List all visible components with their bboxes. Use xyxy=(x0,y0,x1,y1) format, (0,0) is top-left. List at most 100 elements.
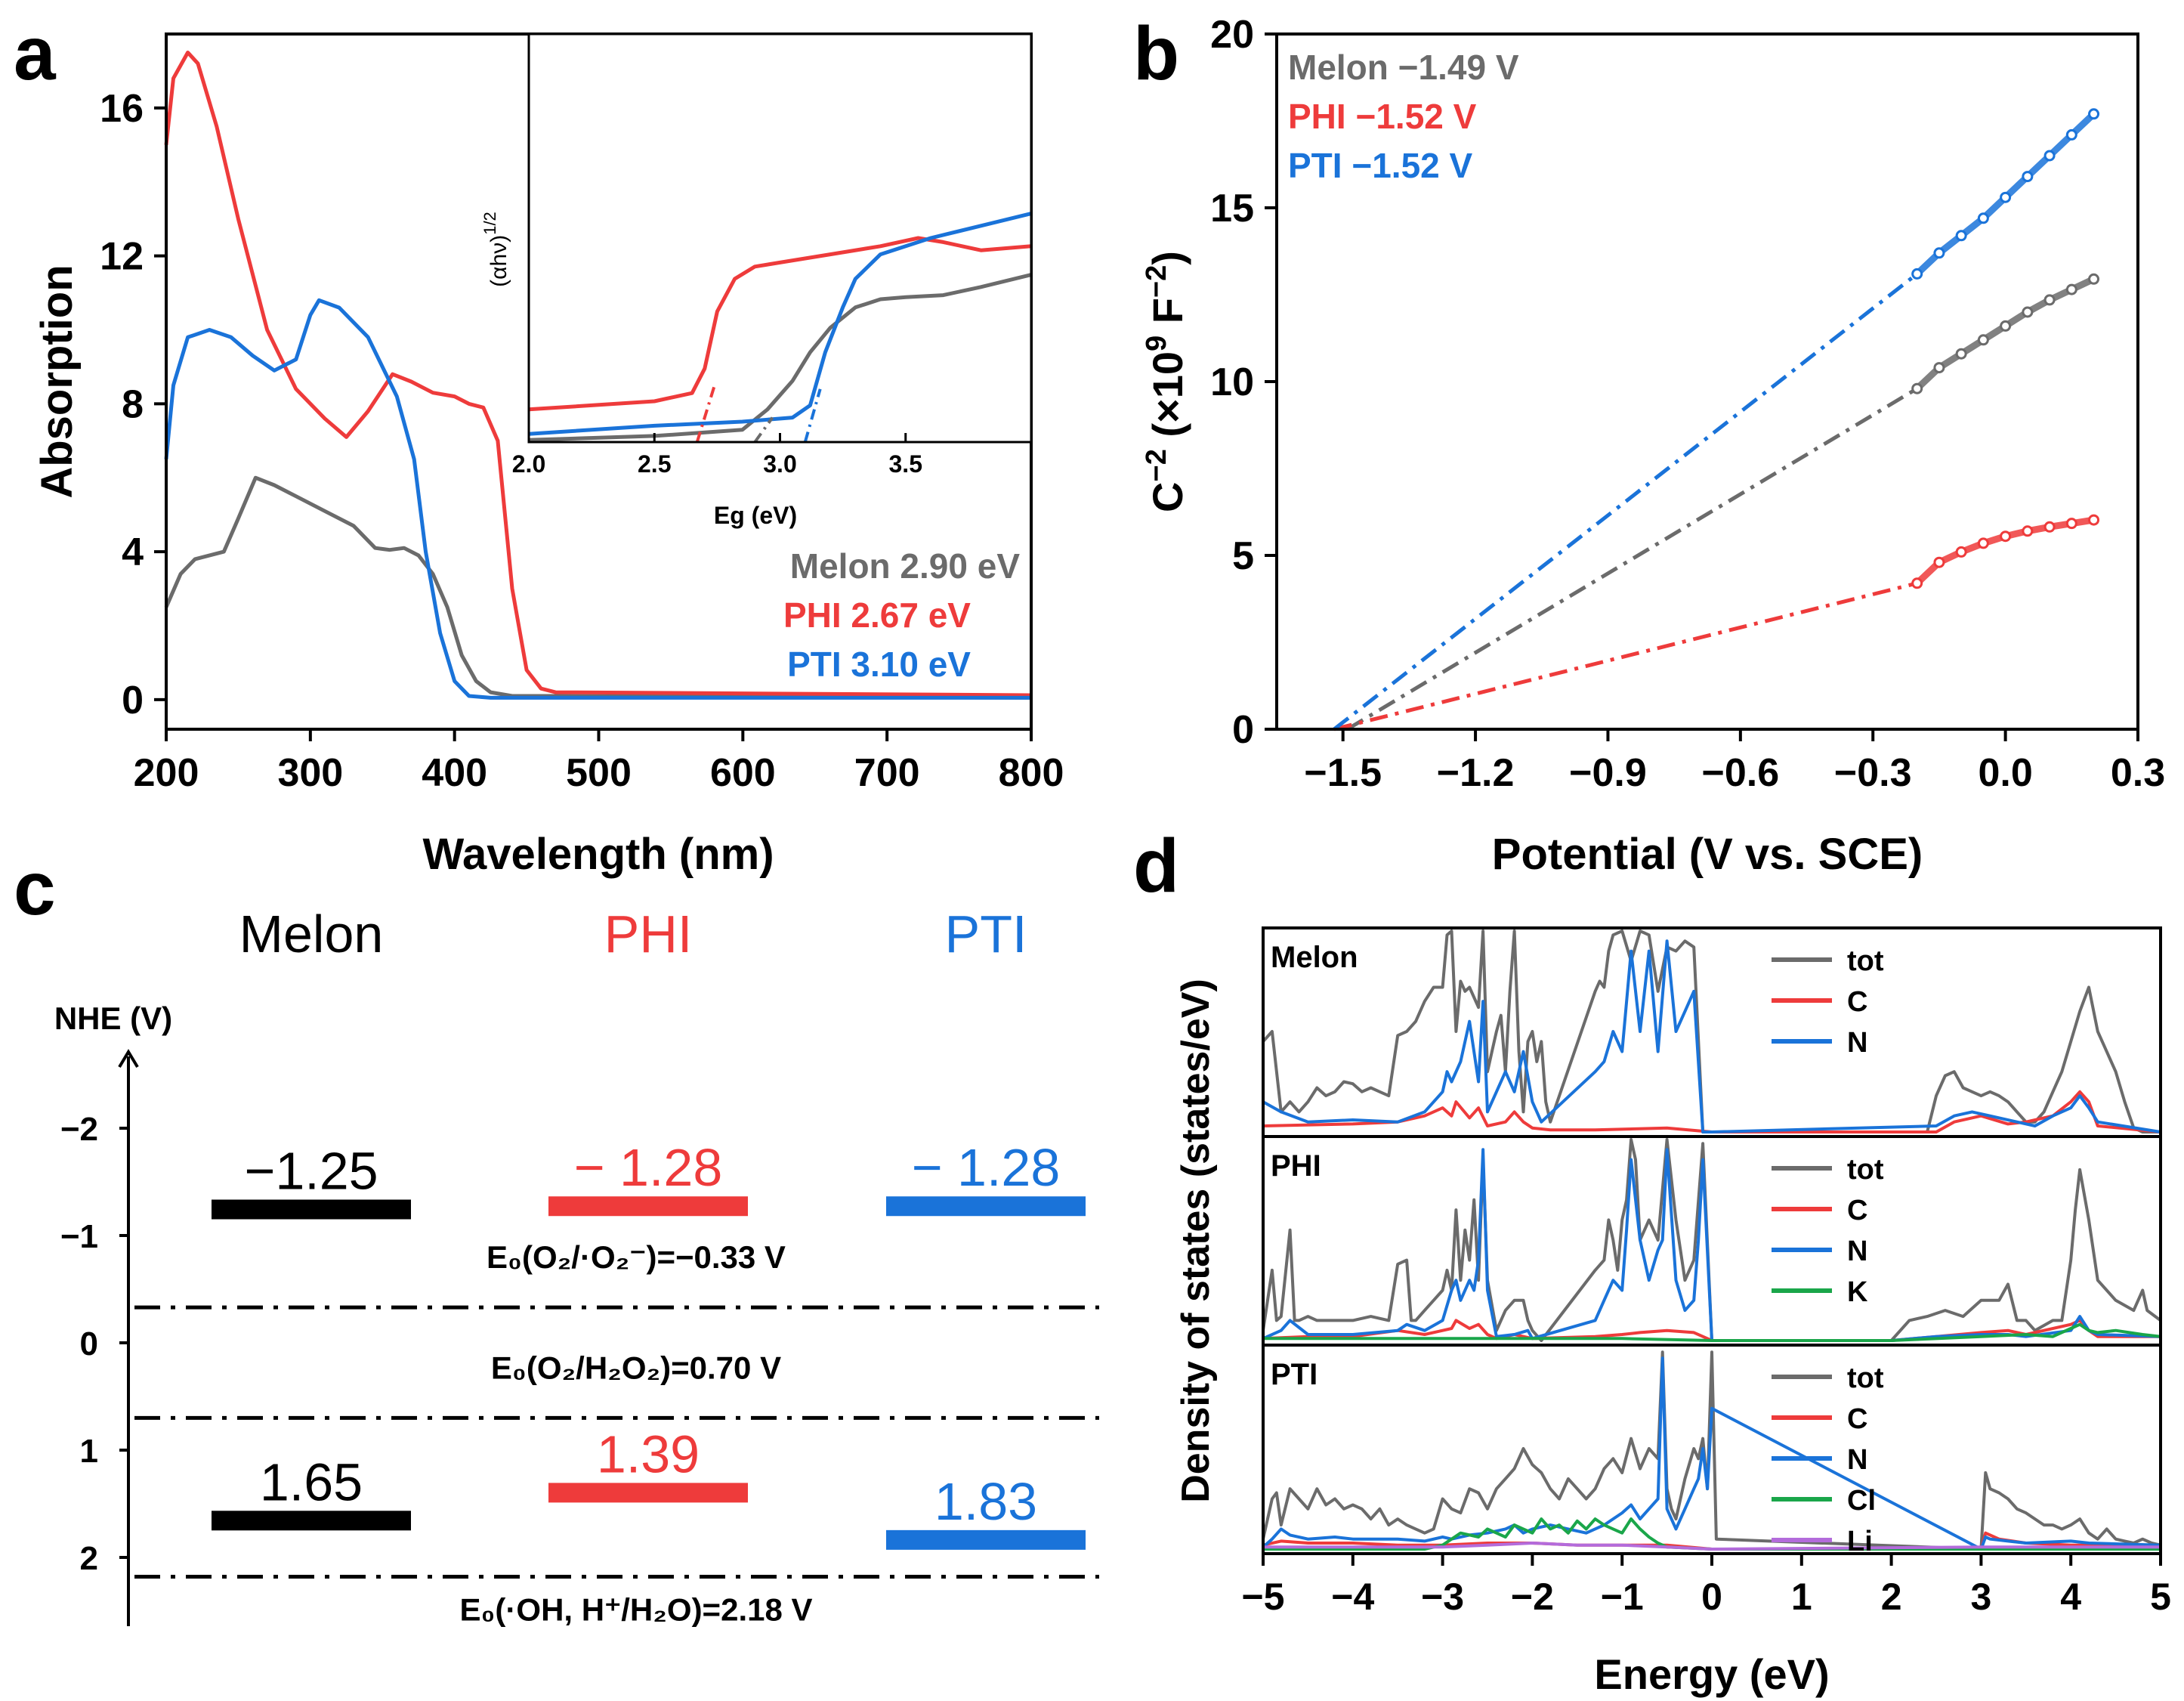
b-legend-phi: PHI −1.52 V xyxy=(1288,97,1477,136)
a-xtick-label: 300 xyxy=(277,751,343,795)
b-legend-pti: PTI −1.52 V xyxy=(1288,146,1473,185)
a-legend-pti: PTI 3.10 eV xyxy=(787,645,971,684)
c-level-label: E₀(·OH, H⁺/H₂O)=2.18 V xyxy=(459,1592,812,1628)
a-x-ticks: 200 300 400 500 600 700 800 xyxy=(134,729,1064,795)
a-inset-tangent-phi xyxy=(695,384,716,443)
d-legend-label: tot xyxy=(1847,1362,1884,1394)
b-point-phi xyxy=(1955,546,1967,558)
d-series-melon-c xyxy=(1262,1090,2161,1133)
panel-letter-a: a xyxy=(14,11,57,96)
b-point-pti xyxy=(1955,230,1967,242)
a-ytick-label: 8 xyxy=(122,382,144,426)
d-legend-label: tot xyxy=(1847,945,1884,977)
b-xtick-label: 0.3 xyxy=(2111,751,2165,795)
a-ytick-label: 16 xyxy=(100,87,144,131)
c-vb-label-melon: 1.65 xyxy=(260,1452,363,1511)
d-subplot-melon xyxy=(1262,929,2161,1133)
a-legend-phi: PHI 2.67 eV xyxy=(783,595,971,635)
d-series-phi-n xyxy=(1262,1148,2161,1342)
a-inset-plot-area xyxy=(528,34,1032,444)
a-y-axis-label: Absorption xyxy=(32,264,82,498)
b-xtick-label: −0.6 xyxy=(1702,751,1780,795)
b-series-phi xyxy=(1914,516,2097,587)
b-point-pti xyxy=(2000,191,2012,203)
panel-letter-d: d xyxy=(1133,824,1179,908)
panel-d-dos-chart: −5 −4 −3 −2 −1 0 1 2 3 4 5 Energy (eV) Density of … xyxy=(1174,926,2171,1698)
b-xtick-label: −0.9 xyxy=(1569,751,1647,795)
b-point-melon xyxy=(1911,382,1923,394)
c-vb-label-pti: 1.83 xyxy=(934,1472,1037,1531)
b-ytick-label: 15 xyxy=(1210,187,1254,230)
d-series-melon-n xyxy=(1262,939,2161,1133)
a-inset-xtick-label: 3.5 xyxy=(889,450,922,478)
b-point-melon xyxy=(2065,283,2077,295)
b-y-label-c: C xyxy=(1144,481,1191,512)
d-legend-label: N xyxy=(1847,1444,1867,1476)
b-point-melon xyxy=(2000,320,2012,332)
c-ytick-label: 1 xyxy=(80,1433,98,1470)
d-subplot-phi xyxy=(1262,1138,2162,1342)
d-xtick-label: 5 xyxy=(2150,1576,2171,1618)
c-cb-label-phi: − 1.28 xyxy=(574,1138,723,1197)
b-point-pti xyxy=(2065,128,2077,141)
a-x-axis-label: Wavelength (nm) xyxy=(422,830,774,879)
c-ytick-label: −2 xyxy=(60,1111,98,1148)
a-inset-y-label-main: (αhν) xyxy=(487,235,511,287)
c-level-label: E₀(O₂/H₂O₂)=0.70 V xyxy=(491,1350,781,1385)
c-level-label: E₀(O₂/·O₂⁻)=−0.33 V xyxy=(487,1239,786,1275)
a-ytick-label: 0 xyxy=(122,679,144,722)
a-inset-y-label: (αhν)1/2 xyxy=(480,212,511,287)
b-y-label-close: ) xyxy=(1144,251,1191,265)
d-subplot-pti xyxy=(1262,1350,2161,1551)
b-point-melon xyxy=(2043,294,2056,306)
a-xtick-label: 400 xyxy=(422,751,487,795)
d-xtick-label: 1 xyxy=(1791,1576,1812,1618)
c-vb-bar-pti xyxy=(886,1529,1086,1550)
b-fit-line-pti xyxy=(1333,272,1919,731)
b-point-melon xyxy=(1977,334,1989,346)
d-xtick-label: −4 xyxy=(1331,1576,1374,1618)
a-plot-area xyxy=(164,51,1032,700)
a-ytick-label: 12 xyxy=(100,235,144,279)
d-xtick-label: 2 xyxy=(1881,1576,1902,1618)
b-y-label-unit-sup: 9 xyxy=(1141,336,1172,351)
b-y-label-unit-tail-sup: −2 xyxy=(1141,265,1172,298)
d-legend-label: Cl xyxy=(1847,1485,1876,1517)
b-point-phi xyxy=(1977,537,1989,549)
a-inset-x-label: Eg (eV) xyxy=(714,502,797,529)
d-legend-label: K xyxy=(1847,1276,1868,1308)
panel-c-band-diagram: Melon PHI PTI NHE (V) −2 −1 0 1 2 E₀(O₂/·O₂⁻… xyxy=(54,905,1099,1628)
d-xtick-label: 0 xyxy=(1701,1576,1722,1618)
a-inset-background xyxy=(529,34,1031,442)
b-xtick-label: −1.2 xyxy=(1437,751,1515,795)
d-series-melon-tot xyxy=(1262,929,2161,1133)
a-inset-y-label-sup: 1/2 xyxy=(480,212,499,235)
c-ytick-label: 0 xyxy=(80,1325,98,1362)
c-cb-bar-pti xyxy=(886,1196,1086,1217)
b-point-phi xyxy=(1933,556,1945,568)
b-y-axis-label: C−2 (×109 F−2) xyxy=(1141,251,1191,512)
b-point-melon xyxy=(2088,273,2100,285)
d-xtick-label: 3 xyxy=(1970,1576,1991,1618)
b-point-phi xyxy=(2000,530,2012,543)
a-inset-xtick-label: 2.5 xyxy=(638,450,671,478)
d-xtick-label: −3 xyxy=(1421,1576,1464,1618)
c-vb-bar-melon xyxy=(212,1511,411,1531)
b-y-label-unit: (×10 xyxy=(1144,351,1191,449)
a-ytick-label: 4 xyxy=(122,530,144,574)
d-legend-label: Li xyxy=(1847,1526,1873,1557)
d-legend-label: tot xyxy=(1847,1154,1884,1186)
a-inset-x-ticks: 2.0 2.5 3.0 3.5 xyxy=(512,433,922,478)
b-plot-frame xyxy=(1275,32,2139,731)
b-xtick-label: 0.0 xyxy=(1978,751,2032,795)
c-vb-label-phi: 1.39 xyxy=(597,1424,700,1483)
b-point-pti xyxy=(1911,268,1923,280)
b-point-melon xyxy=(2022,306,2034,318)
c-header-pti: PTI xyxy=(945,905,1027,963)
a-inset-tangent-melon xyxy=(753,416,774,444)
b-y-ticks: 0 5 10 15 20 xyxy=(1210,13,1277,752)
panel-letter-c: c xyxy=(14,846,56,931)
c-redox-levels: E₀(O₂/·O₂⁻)=−0.33 V E₀(O₂/H₂O₂)=0.70 V E₀(… xyxy=(134,1239,1099,1628)
c-y-ticks: −2 −1 0 1 2 xyxy=(60,1111,128,1577)
a-xtick-label: 500 xyxy=(566,751,632,795)
